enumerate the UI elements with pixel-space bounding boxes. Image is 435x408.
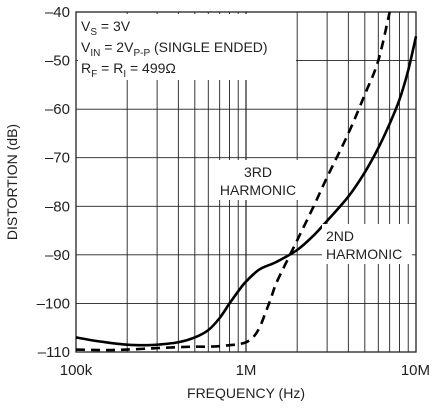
x-tick-label: 100k (60, 362, 93, 379)
y-tick-label: –50 (45, 53, 70, 70)
label-2nd-harmonic-line1: 2ND (326, 228, 354, 244)
x-tick-label: 1M (236, 362, 257, 379)
series-layer (75, 11, 418, 352)
condition-rf: RF = RI = 499Ω (81, 60, 176, 80)
label-2nd-harmonic-line2: HARMONIC (326, 246, 402, 262)
y-tick-label: –40 (45, 4, 70, 21)
y-tick-label: –70 (45, 150, 70, 167)
y-tick-label: –60 (45, 101, 70, 118)
y-tick-label: –110 (38, 344, 70, 361)
x-tick-labels: 100k 1M 10M (60, 362, 430, 379)
condition-vin: VIN = 2VP-P (SINGLE ENDED) (81, 39, 268, 59)
label-3rd-harmonic-line2: HARMONIC (220, 182, 296, 198)
y-tick-label: –100 (37, 295, 70, 312)
x-axis-label: FREQUENCY (Hz) (187, 385, 305, 401)
y-tick-label: –80 (45, 198, 70, 215)
series-labels: 3RD HARMONIC 2ND HARMONIC (210, 160, 412, 264)
label-bg-2nd-harmonic (322, 224, 412, 264)
label-bg-3rd-harmonic (210, 160, 304, 200)
condition-vs: VS = 3V (81, 18, 131, 38)
plot-frame (75, 11, 417, 353)
y-tick-label: –90 (45, 247, 70, 264)
conditions-background (78, 14, 296, 80)
series-line-2nd-harmonic (75, 35, 418, 347)
x-tick-label: 10M (401, 362, 430, 379)
y-axis-label: DISTORTION (dB) (4, 124, 20, 240)
y-tick-labels: –40 –50 –60 –70 –80 –90 –100 –110 (37, 4, 70, 361)
label-3rd-harmonic-line1: 3RD (244, 164, 272, 180)
series-line-3rd-harmonic (75, 11, 391, 352)
